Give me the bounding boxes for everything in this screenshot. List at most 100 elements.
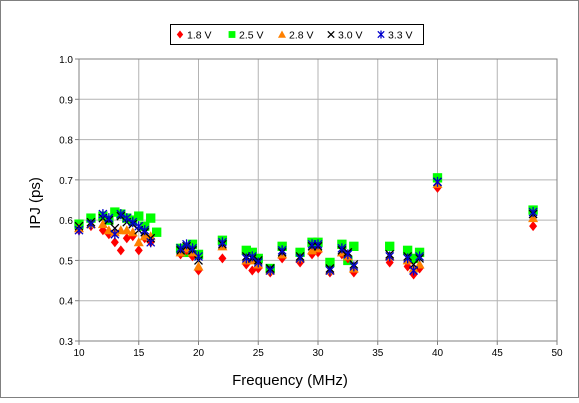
square-marker bbox=[241, 245, 251, 256]
data-point bbox=[218, 253, 227, 264]
legend-item-2-5-V: 2.5 V bbox=[228, 30, 264, 42]
square-marker bbox=[110, 207, 120, 217]
data-point bbox=[408, 253, 419, 264]
data-point bbox=[134, 221, 144, 232]
diamond-marker bbox=[116, 245, 125, 256]
data-point bbox=[277, 245, 287, 256]
square-marker bbox=[152, 227, 162, 237]
series-3-3-V bbox=[74, 176, 538, 276]
y-axis-label: IPJ (ps) bbox=[27, 177, 44, 229]
data-point bbox=[295, 253, 305, 264]
square-marker bbox=[385, 241, 395, 252]
triangle-marker bbox=[145, 231, 156, 241]
diamond-marker bbox=[529, 221, 538, 232]
data-point bbox=[402, 245, 413, 256]
data-point bbox=[217, 237, 227, 248]
axis-ticks: 10 15 20 25 30 35 40 45 50 0.3 0.4 0.5 0.6 0.7 0.8 0.9 1… bbox=[59, 55, 563, 359]
data-point bbox=[140, 225, 150, 236]
data-point bbox=[145, 231, 156, 241]
legend-item-3-3-V: 3.3 V bbox=[377, 30, 413, 42]
triangle-marker bbox=[193, 261, 204, 271]
data-point bbox=[110, 237, 119, 248]
legend: 1.8 V 2.5 V 2.8 V 3.0 V 3.3 V bbox=[170, 24, 424, 45]
legend-label: 3.3 V bbox=[388, 30, 413, 42]
y-tick-label: 0.4 bbox=[59, 297, 73, 308]
triangle-marker bbox=[528, 213, 539, 223]
data-point bbox=[134, 211, 144, 221]
square-marker bbox=[325, 257, 335, 268]
x-tick-label: 15 bbox=[133, 348, 145, 359]
data-point bbox=[121, 225, 132, 235]
data-point bbox=[133, 237, 144, 247]
diamond-marker bbox=[110, 237, 119, 248]
legend-marker bbox=[278, 30, 286, 38]
data-point bbox=[529, 221, 538, 232]
square-marker bbox=[349, 241, 359, 252]
data-point bbox=[265, 265, 275, 276]
legend-marker bbox=[228, 31, 236, 38]
x-tick-label: 10 bbox=[73, 348, 85, 359]
data-point bbox=[188, 243, 197, 254]
data-point bbox=[152, 227, 162, 237]
legend-item-2-8-V: 2.8 V bbox=[278, 30, 314, 42]
data-point bbox=[385, 241, 395, 252]
data-point bbox=[349, 261, 359, 272]
data-series bbox=[74, 173, 539, 280]
y-tick-label: 0.5 bbox=[59, 256, 73, 267]
data-point bbox=[122, 213, 132, 224]
legend-box bbox=[170, 24, 424, 45]
legend-label: 2.8 V bbox=[289, 30, 314, 42]
x-marker-stroke bbox=[327, 30, 335, 39]
diamond-marker bbox=[218, 253, 227, 264]
legend-marker bbox=[327, 30, 335, 39]
data-point bbox=[433, 176, 442, 187]
y-tick-label: 0.6 bbox=[59, 216, 73, 227]
data-point bbox=[349, 241, 359, 252]
y-tick-label: 1.0 bbox=[59, 55, 73, 66]
x-tick-label: 30 bbox=[312, 348, 324, 359]
y-tick-label: 0.7 bbox=[59, 176, 73, 187]
data-point bbox=[116, 209, 126, 220]
data-point bbox=[134, 245, 143, 256]
triangle-marker bbox=[278, 30, 286, 38]
y-tick-label: 0.9 bbox=[59, 95, 73, 106]
triangle-marker bbox=[133, 237, 144, 247]
data-point bbox=[241, 245, 251, 256]
data-point bbox=[409, 265, 419, 276]
data-point bbox=[128, 217, 138, 228]
legend-marker bbox=[176, 30, 184, 39]
legend-label: 3.0 V bbox=[338, 30, 363, 42]
data-point bbox=[97, 219, 108, 229]
diamond-marker bbox=[134, 245, 143, 256]
legend-item-3-0-V: 3.0 V bbox=[327, 30, 363, 42]
y-tick-label: 0.8 bbox=[59, 136, 73, 147]
data-point bbox=[528, 207, 538, 218]
data-point bbox=[193, 261, 204, 271]
diamond-marker bbox=[176, 30, 184, 39]
data-point bbox=[343, 249, 353, 260]
data-point bbox=[116, 245, 125, 256]
data-point bbox=[313, 239, 323, 250]
data-point bbox=[104, 213, 114, 224]
data-point bbox=[325, 257, 335, 268]
x-tick-label: 40 bbox=[432, 348, 444, 359]
data-point bbox=[86, 213, 96, 223]
square-marker bbox=[146, 213, 156, 223]
data-point bbox=[146, 237, 156, 248]
triangle-marker bbox=[121, 225, 132, 235]
data-point bbox=[253, 257, 263, 268]
square-marker bbox=[408, 253, 419, 264]
data-point bbox=[403, 253, 413, 264]
legend-label: 2.5 V bbox=[239, 30, 264, 42]
square-marker bbox=[402, 245, 413, 256]
x-axis-label: Frequency (MHz) bbox=[232, 372, 348, 389]
square-marker bbox=[134, 211, 144, 221]
data-point bbox=[182, 239, 192, 250]
data-point bbox=[146, 213, 156, 223]
square-marker bbox=[86, 213, 96, 223]
square-marker bbox=[228, 31, 236, 38]
y-tick-label: 0.3 bbox=[59, 337, 73, 348]
